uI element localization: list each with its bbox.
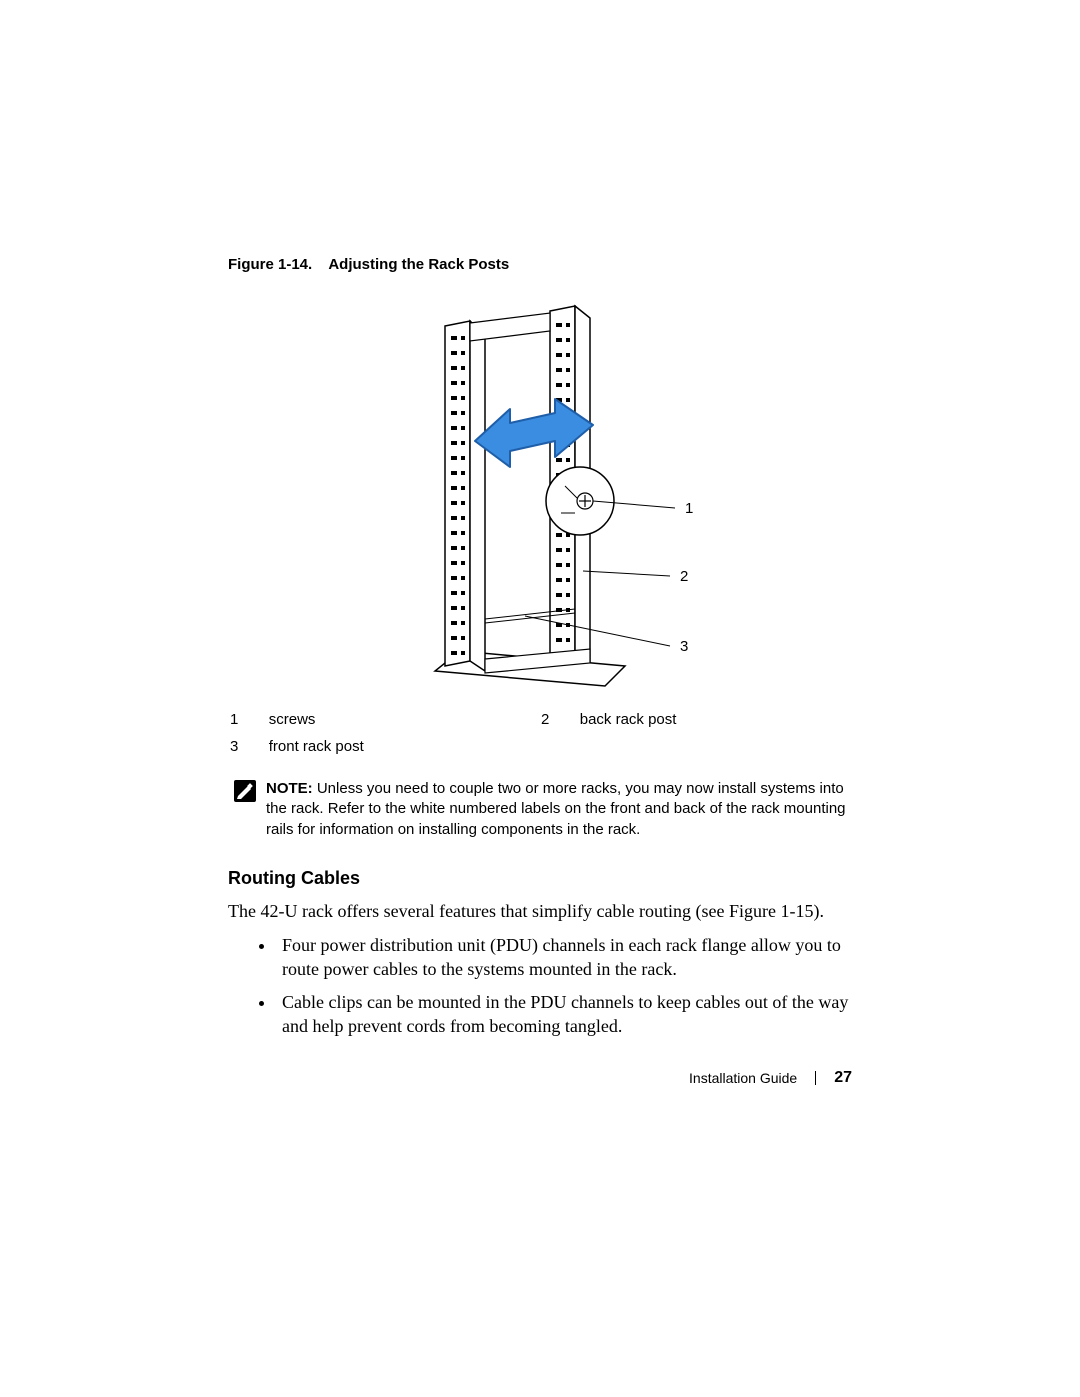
svg-text:3: 3: [680, 638, 688, 655]
figure-caption-prefix: Figure 1-14.: [228, 256, 312, 273]
footer-title: Installation Guide: [689, 1070, 797, 1086]
bullet-item: Four power distribution unit (PDU) chann…: [276, 933, 852, 982]
section-bullets: Four power distribution unit (PDU) chann…: [228, 933, 852, 1038]
legend-num: 3: [230, 734, 267, 759]
figure-caption: Figure 1-14. Adjusting the Rack Posts: [228, 256, 852, 273]
legend-label: screws: [269, 707, 539, 732]
legend-label: front rack post: [269, 734, 539, 759]
note-icon: [234, 780, 256, 802]
svg-text:1: 1: [685, 500, 693, 517]
footer-page-number: 27: [834, 1069, 852, 1087]
rack-posts-diagram: 1 2 3: [325, 291, 755, 691]
section-heading: Routing Cables: [228, 868, 852, 889]
note-label: NOTE:: [266, 780, 313, 797]
page-footer: Installation Guide 27: [689, 1069, 852, 1087]
svg-text:2: 2: [680, 568, 688, 585]
legend-num: 2: [541, 707, 578, 732]
figure-legend: 1 screws 2 back rack post 3 front rack p…: [228, 705, 852, 761]
legend-label: back rack post: [580, 707, 850, 732]
bullet-item: Cable clips can be mounted in the PDU ch…: [276, 990, 852, 1039]
note-text: NOTE: Unless you need to couple two or m…: [266, 779, 852, 840]
figure-caption-title: Adjusting the Rack Posts: [328, 256, 509, 273]
footer-separator: [815, 1071, 816, 1085]
section-intro: The 42-U rack offers several features th…: [228, 899, 852, 923]
note-body: Unless you need to couple two or more ra…: [266, 780, 846, 838]
figure-diagram: 1 2 3: [228, 291, 852, 691]
legend-num: 1: [230, 707, 267, 732]
note-block: NOTE: Unless you need to couple two or m…: [228, 779, 852, 840]
document-page: Figure 1-14. Adjusting the Rack Posts 1 2…: [0, 0, 1080, 1397]
